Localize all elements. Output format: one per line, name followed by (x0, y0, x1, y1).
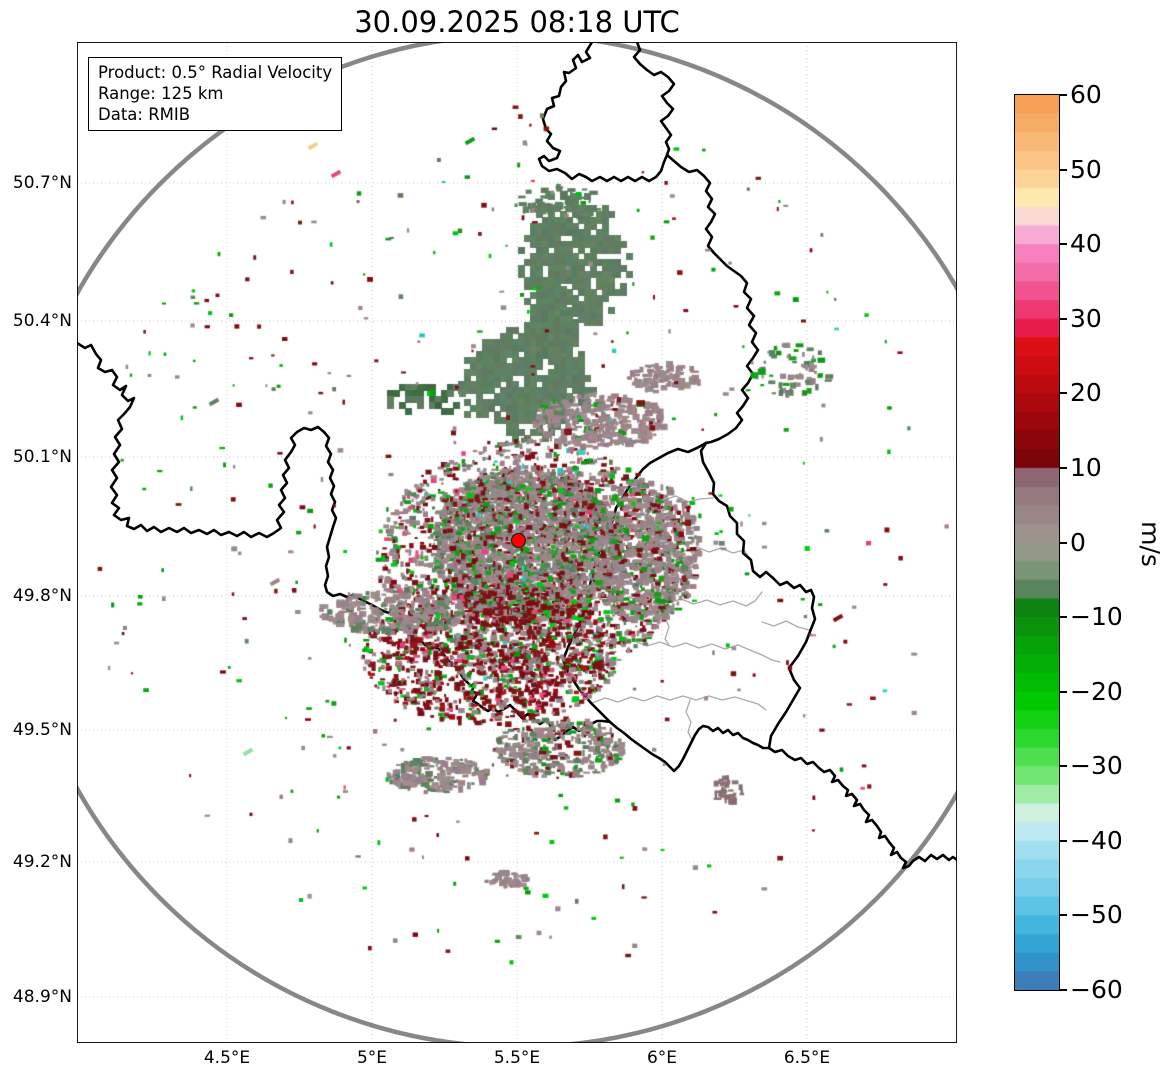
lon-tick-label: 5.5°E (493, 1048, 541, 1068)
colorbar-tick-label: 10 (1070, 452, 1102, 482)
product-info-box: Product: 0.5° Radial Velocity Range: 125… (88, 57, 343, 132)
colorbar-tick-mark (1060, 914, 1067, 917)
colorbar-tick-label: 20 (1070, 378, 1102, 408)
info-product: Product: 0.5° Radial Velocity (98, 63, 333, 82)
lon-tick-label: 6°E (646, 1048, 678, 1068)
colorbar-tick-mark (1060, 839, 1067, 842)
colorbar-tick-mark (1060, 466, 1067, 469)
lat-tick-label: 50.1°N (12, 447, 72, 467)
colorbar-tick-mark (1060, 765, 1067, 768)
colorbar-tick-label: −20 (1070, 676, 1123, 706)
colorbar-tick-label: 0 (1070, 527, 1086, 557)
colorbar-tick-label: −50 (1070, 900, 1123, 930)
lat-tick-label: 49.8°N (12, 586, 72, 606)
colorbar-unit-label: m/s (1136, 521, 1165, 567)
colorbar-tick-mark (1060, 243, 1067, 246)
colorbar-tick-mark (1060, 690, 1067, 693)
colorbar-tick-label: 50 (1070, 154, 1102, 184)
lat-tick-label: 50.4°N (12, 311, 72, 331)
lat-tick-label: 48.9°N (12, 987, 72, 1007)
lat-tick-label: 50.7°N (12, 173, 72, 193)
colorbar-tick-mark (1060, 392, 1067, 395)
colorbar-tick-mark (1060, 616, 1067, 619)
lat-tick-label: 49.2°N (12, 852, 72, 872)
colorbar-tick-mark (1060, 168, 1067, 171)
lon-tick-label: 6.5°E (783, 1048, 831, 1068)
colorbar-tick-label: −60 (1070, 975, 1123, 1004)
colorbar-tick-label: 40 (1070, 229, 1102, 259)
plot-title: 30.09.2025 08:18 UTC (354, 5, 680, 39)
info-data-source: Data: RMIB (98, 105, 191, 125)
colorbar-tick-label: 60 (1070, 80, 1102, 109)
colorbar-gradient (1015, 95, 1059, 990)
info-range: Range: 125 km (98, 84, 224, 104)
lon-tick-label: 4.5°E (203, 1048, 251, 1068)
colorbar (1014, 94, 1060, 991)
colorbar-tick-mark (1060, 541, 1067, 544)
colorbar-tick-mark (1060, 317, 1067, 320)
colorbar-tick-mark (1060, 989, 1067, 991)
lat-tick-label: 49.5°N (12, 720, 72, 740)
colorbar-tick-label: −10 (1070, 602, 1123, 632)
radar-site-marker (511, 533, 526, 548)
colorbar-tick-label: −30 (1070, 751, 1123, 781)
lon-tick-label: 5°E (356, 1048, 388, 1068)
colorbar-tick-mark (1060, 94, 1067, 96)
colorbar-tick-label: −40 (1070, 825, 1123, 855)
colorbar-tick-label: 30 (1070, 303, 1102, 333)
